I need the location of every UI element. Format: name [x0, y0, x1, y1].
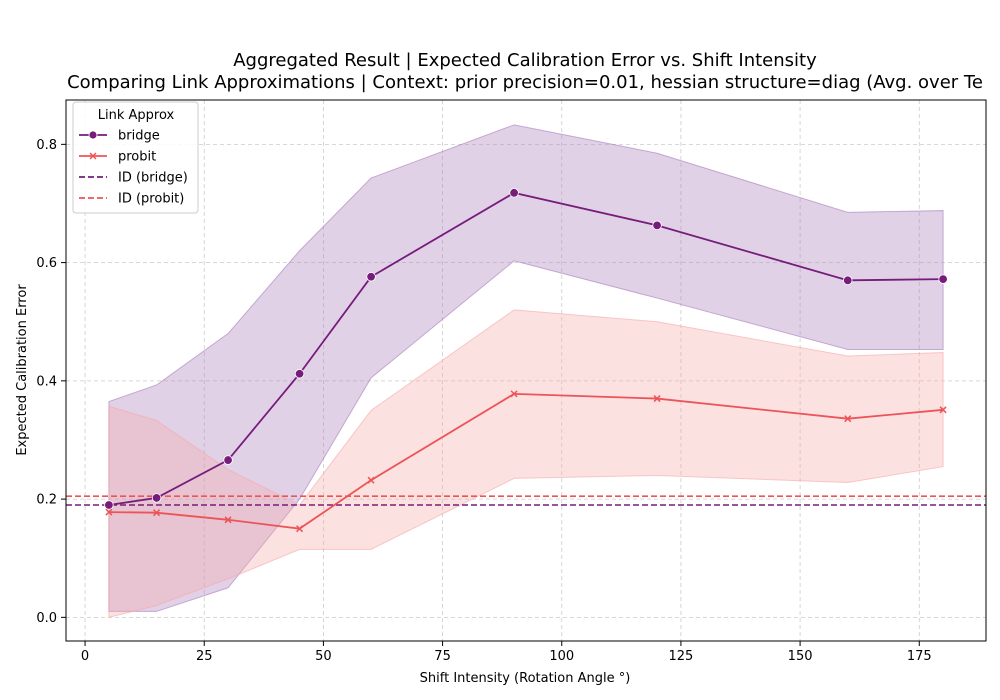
- series-lines: [104, 188, 948, 533]
- point-probit: [105, 508, 113, 516]
- legend-label: ID (bridge): [118, 171, 188, 186]
- point-probit: [296, 525, 304, 533]
- legend: Link Approx bridge probit ID (bridge) ID (p…: [72, 101, 199, 214]
- y-tick-label: 0.2: [36, 493, 57, 508]
- x-tick-label: 25: [196, 649, 213, 664]
- point-bridge: [223, 455, 233, 465]
- legend-label: bridge: [118, 129, 160, 144]
- grid: [66, 100, 986, 641]
- x-ticks: 0 25 50 75 100 125 150 175: [81, 641, 932, 664]
- y-tick-label: 0.8: [36, 138, 57, 153]
- x-tick-label: 150: [788, 649, 813, 664]
- x-axis-label: Shift Intensity (Rotation Angle °): [420, 671, 631, 686]
- legend-label: probit: [118, 150, 156, 165]
- confidence-bands: [108, 124, 944, 618]
- x-tick-label: 50: [315, 649, 332, 664]
- legend-label: ID (probit): [118, 192, 184, 207]
- point-probit: [367, 476, 375, 484]
- point-bridge: [151, 493, 162, 503]
- chart-title: Aggregated Result | Expected Calibration…: [233, 50, 817, 71]
- legend-title: Link Approx: [98, 108, 175, 123]
- x-tick-label: 125: [669, 649, 694, 664]
- x-tick-label: 0: [81, 649, 89, 664]
- y-tick-label: 0.0: [36, 611, 57, 626]
- point-bridge: [294, 369, 305, 379]
- point-bridge: [509, 188, 519, 198]
- point-bridge: [104, 500, 114, 510]
- y-axis-label: Expected Calibration Error: [15, 284, 30, 456]
- legend-box: [72, 101, 199, 214]
- legend-marker: [89, 152, 97, 160]
- point-probit: [153, 509, 161, 517]
- point-probit: [844, 415, 852, 423]
- band-bridge: [108, 124, 944, 612]
- point-probit: [653, 395, 661, 403]
- point-bridge: [652, 220, 662, 231]
- plot-frame: [65, 99, 987, 642]
- band-probit: [108, 309, 944, 618]
- y-tick-label: 0.6: [36, 256, 57, 271]
- chart-subtitle: Comparing Link Approximations | Context:…: [67, 72, 983, 93]
- y-ticks: 0.0 0.2 0.4 0.6 0.8: [36, 138, 66, 626]
- y-tick-label: 0.4: [36, 374, 57, 389]
- x-tick-label: 175: [907, 649, 932, 664]
- x-tick-label: 100: [549, 649, 574, 664]
- point-probit: [224, 516, 232, 524]
- reference-lines: [66, 495, 986, 506]
- legend-marker: [88, 130, 98, 140]
- point-probit: [939, 406, 947, 414]
- point-bridge: [366, 272, 376, 282]
- point-bridge: [843, 275, 853, 286]
- x-tick-label: 75: [434, 649, 451, 664]
- point-bridge: [938, 274, 948, 284]
- point-probit: [510, 390, 518, 398]
